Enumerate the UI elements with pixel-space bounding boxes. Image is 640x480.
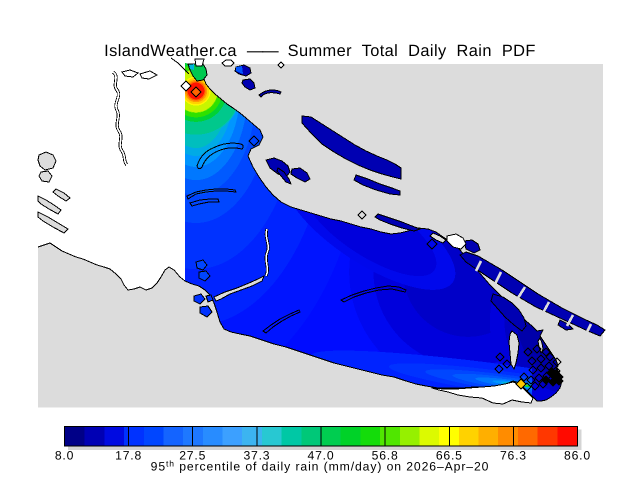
svg-text:37.3: 37.3 bbox=[243, 449, 270, 463]
svg-text:27.5: 27.5 bbox=[179, 449, 206, 463]
svg-text:76.3: 76.3 bbox=[500, 449, 527, 463]
svg-text:56.8: 56.8 bbox=[372, 449, 399, 463]
svg-text:95th percentile of daily rain: 95th percentile of daily rain (mm/day) o… bbox=[151, 459, 490, 474]
svg-text:47.0: 47.0 bbox=[308, 449, 335, 463]
svg-text:8.0: 8.0 bbox=[55, 449, 74, 463]
svg-text:66.5: 66.5 bbox=[436, 449, 463, 463]
svg-text:17.8: 17.8 bbox=[115, 449, 142, 463]
svg-text:IslandWeather.ca —— Summer Tot: IslandWeather.ca —— Summer Total Daily R… bbox=[104, 42, 536, 60]
svg-text:86.0: 86.0 bbox=[564, 449, 591, 463]
